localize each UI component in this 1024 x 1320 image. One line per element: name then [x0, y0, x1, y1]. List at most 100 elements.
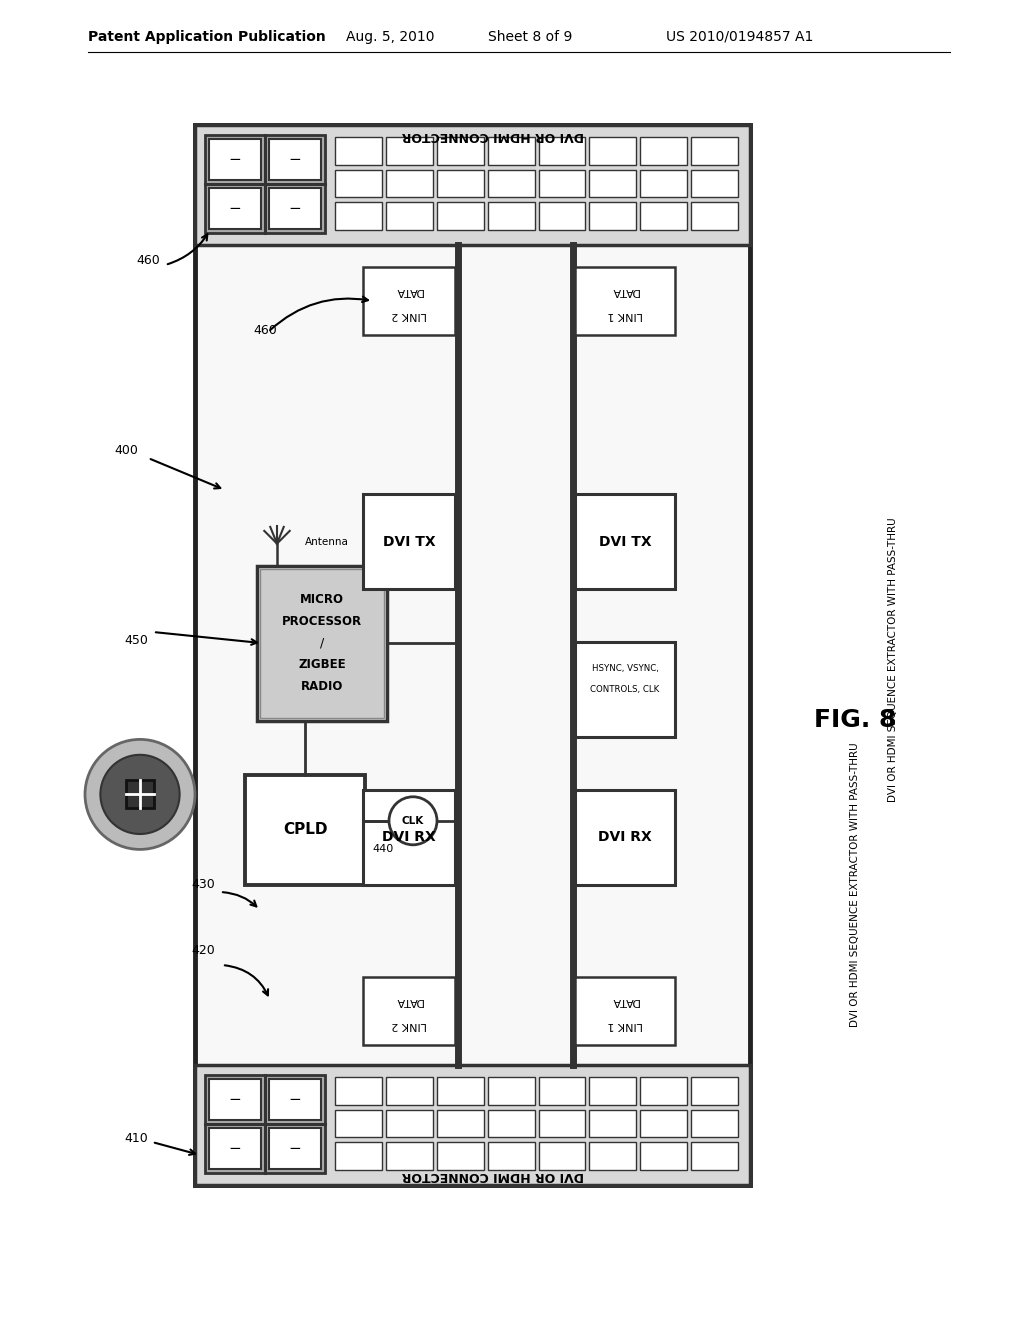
- Bar: [335, 137, 382, 165]
- Text: DVI TX: DVI TX: [599, 535, 651, 549]
- Text: DVI OR HDMI SEQUENCE EXTRACTOR WITH PASS-THRU: DVI OR HDMI SEQUENCE EXTRACTOR WITH PASS…: [888, 517, 898, 803]
- Bar: [487, 137, 535, 165]
- Circle shape: [85, 739, 195, 849]
- Text: CONTROLS, CLK: CONTROLS, CLK: [591, 685, 659, 694]
- Text: CLK: CLK: [401, 816, 424, 826]
- Text: DATA: DATA: [610, 995, 639, 1006]
- Text: DVI RX: DVI RX: [382, 830, 436, 843]
- Text: DVI TX: DVI TX: [383, 535, 435, 549]
- Bar: [437, 1110, 483, 1138]
- Bar: [640, 202, 687, 230]
- Bar: [205, 1074, 325, 1173]
- Bar: [335, 1077, 382, 1105]
- Bar: [335, 1142, 382, 1170]
- Text: DATA: DATA: [394, 286, 423, 296]
- Text: 400: 400: [114, 444, 138, 457]
- Bar: [590, 1077, 636, 1105]
- Bar: [691, 1077, 738, 1105]
- Text: DATA: DATA: [610, 286, 639, 296]
- Text: DVI OR HDMI SEQUENCE EXTRACTOR WITH PASS-THRU: DVI OR HDMI SEQUENCE EXTRACTOR WITH PASS…: [850, 743, 860, 1027]
- Bar: [539, 170, 586, 197]
- Bar: [437, 202, 483, 230]
- Bar: [205, 135, 325, 234]
- Text: PROCESSOR: PROCESSOR: [282, 615, 362, 628]
- Bar: [539, 137, 586, 165]
- Text: −: −: [228, 152, 242, 168]
- Bar: [386, 1077, 433, 1105]
- Text: −: −: [228, 1140, 242, 1156]
- Text: CPLD: CPLD: [283, 822, 328, 837]
- Text: DATA: DATA: [394, 995, 423, 1006]
- Bar: [640, 170, 687, 197]
- Text: US 2010/0194857 A1: US 2010/0194857 A1: [667, 30, 814, 44]
- Bar: [487, 1142, 535, 1170]
- Bar: [362, 267, 455, 335]
- Text: ZIGBEE: ZIGBEE: [298, 659, 346, 672]
- Bar: [590, 1142, 636, 1170]
- Bar: [640, 1110, 687, 1138]
- Bar: [335, 170, 382, 197]
- Bar: [640, 137, 687, 165]
- Bar: [437, 170, 483, 197]
- Text: LINK 2: LINK 2: [391, 310, 427, 319]
- Bar: [260, 569, 384, 718]
- Bar: [362, 789, 455, 884]
- Bar: [126, 780, 154, 808]
- Bar: [539, 1077, 586, 1105]
- Text: 450: 450: [124, 634, 148, 647]
- Bar: [691, 137, 738, 165]
- Bar: [245, 775, 365, 884]
- Bar: [386, 1142, 433, 1170]
- Bar: [209, 187, 261, 228]
- Bar: [195, 125, 750, 246]
- Text: 430: 430: [191, 879, 215, 891]
- Bar: [195, 1065, 750, 1185]
- Bar: [269, 139, 321, 180]
- Bar: [386, 170, 433, 197]
- Bar: [590, 137, 636, 165]
- Bar: [691, 1110, 738, 1138]
- Bar: [386, 202, 433, 230]
- Bar: [539, 202, 586, 230]
- Bar: [575, 267, 675, 335]
- Bar: [590, 1110, 636, 1138]
- Bar: [335, 202, 382, 230]
- Text: 460: 460: [136, 253, 160, 267]
- Text: MICRO: MICRO: [300, 593, 344, 606]
- Bar: [269, 1129, 321, 1170]
- Bar: [640, 1142, 687, 1170]
- Text: −: −: [289, 1092, 301, 1107]
- Text: DVI OR HDMI CONNECTOR: DVI OR HDMI CONNECTOR: [401, 128, 584, 141]
- Bar: [575, 642, 675, 737]
- Bar: [590, 202, 636, 230]
- Text: LINK 2: LINK 2: [391, 1019, 427, 1030]
- Bar: [209, 1129, 261, 1170]
- Bar: [539, 1110, 586, 1138]
- Bar: [487, 202, 535, 230]
- Text: −: −: [289, 1140, 301, 1156]
- Text: DVI OR HDMI CONNECTOR: DVI OR HDMI CONNECTOR: [401, 1168, 584, 1181]
- Bar: [539, 1142, 586, 1170]
- Bar: [487, 1110, 535, 1138]
- Bar: [269, 187, 321, 228]
- Text: 440: 440: [373, 843, 393, 854]
- Bar: [209, 139, 261, 180]
- Bar: [691, 1142, 738, 1170]
- Bar: [386, 1110, 433, 1138]
- Text: Aug. 5, 2010: Aug. 5, 2010: [346, 30, 434, 44]
- Bar: [575, 789, 675, 884]
- Text: LINK 1: LINK 1: [607, 1019, 643, 1030]
- Text: −: −: [289, 152, 301, 168]
- Text: −: −: [289, 201, 301, 216]
- Bar: [335, 1110, 382, 1138]
- Text: /: /: [319, 636, 325, 649]
- Text: HSYNC, VSYNC,: HSYNC, VSYNC,: [592, 664, 658, 673]
- Text: DVI RX: DVI RX: [598, 830, 652, 843]
- Bar: [257, 565, 387, 721]
- Text: FIG. 8: FIG. 8: [814, 708, 896, 733]
- Text: 410: 410: [124, 1131, 148, 1144]
- Bar: [575, 977, 675, 1045]
- Bar: [575, 495, 675, 590]
- Bar: [386, 137, 433, 165]
- Bar: [362, 495, 455, 590]
